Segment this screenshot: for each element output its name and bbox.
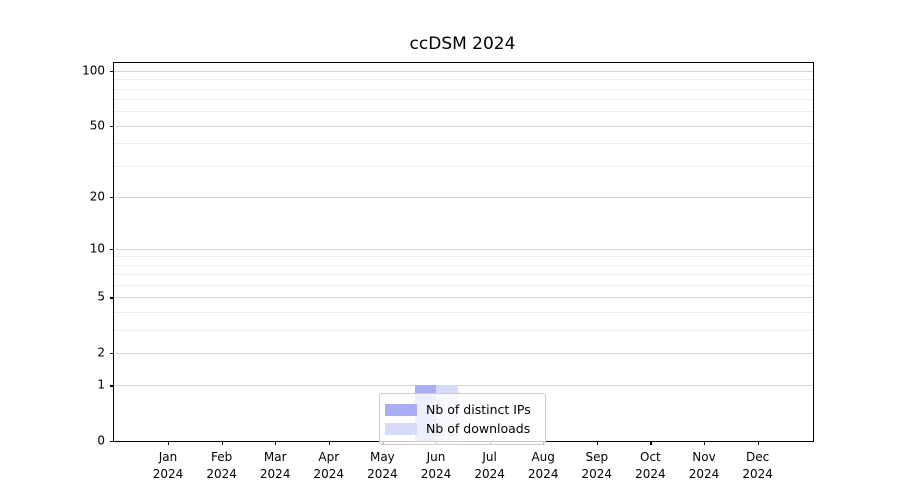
legend: Nb of distinct IPs Nb of downloads bbox=[379, 393, 546, 445]
x-tick-mark bbox=[757, 441, 759, 445]
minor-gridline bbox=[114, 165, 813, 167]
legend-swatch-downloads bbox=[385, 422, 417, 435]
minor-gridline bbox=[114, 274, 813, 276]
y-tick-label: 100 bbox=[82, 63, 105, 78]
y-tick-label: 50 bbox=[89, 118, 105, 133]
x-tick-mark bbox=[328, 441, 331, 445]
major-gridline bbox=[114, 248, 813, 250]
legend-label-distinct-ips: Nb of distinct IPs bbox=[426, 402, 531, 417]
x-tick-mark bbox=[168, 441, 170, 445]
x-tick-label: Oct 2024 bbox=[635, 450, 666, 482]
y-tick-mark bbox=[110, 385, 114, 387]
y-tick-mark bbox=[110, 71, 114, 73]
major-gridline bbox=[114, 352, 813, 354]
y-tick-mark bbox=[110, 196, 114, 199]
major-gridline bbox=[114, 71, 813, 72]
x-tick-label: Jun 2024 bbox=[420, 450, 452, 482]
minor-gridline bbox=[114, 256, 813, 258]
x-tick-mark bbox=[704, 441, 706, 445]
plot-area: 0 1 2 5 10 20 50 100 Jan 2024 Feb 2024 Mar 2024 Apr 20… bbox=[82, 62, 814, 481]
minor-gridline bbox=[114, 329, 813, 331]
y-tick-label: 0 bbox=[97, 433, 105, 448]
legend-item-downloads: Nb of downloads bbox=[385, 419, 537, 438]
y-tick-mark bbox=[110, 248, 114, 251]
legend-swatch-distinct-ips bbox=[385, 403, 417, 416]
minor-gridline bbox=[114, 143, 813, 145]
minor-gridline bbox=[114, 311, 813, 313]
x-tick-label: Mar 2024 bbox=[259, 450, 291, 482]
minor-gridline bbox=[114, 99, 813, 101]
minor-gridline bbox=[114, 79, 813, 81]
y-tick-label: 2 bbox=[97, 345, 105, 360]
x-tick-label: Nov 2024 bbox=[688, 450, 720, 482]
legend-label-downloads: Nb of downloads bbox=[426, 421, 531, 436]
legend-item-distinct-ips: Nb of distinct IPs bbox=[385, 400, 537, 419]
x-tick-label: Jan 2024 bbox=[152, 450, 184, 482]
x-tick-label: Jul 2024 bbox=[474, 450, 505, 482]
x-tick-mark bbox=[650, 441, 652, 445]
y-tick-mark bbox=[110, 297, 114, 299]
major-gridline bbox=[114, 196, 813, 198]
x-tick-label: Feb 2024 bbox=[206, 450, 237, 482]
minor-gridline bbox=[114, 111, 813, 113]
y-tick-mark bbox=[110, 441, 114, 443]
y-tick-label: 1 bbox=[97, 378, 105, 393]
y-tick-mark bbox=[110, 352, 114, 355]
minor-gridline bbox=[114, 264, 813, 266]
x-tick-label: May 2024 bbox=[367, 450, 398, 482]
y-tick-label: 20 bbox=[89, 189, 105, 204]
major-gridline bbox=[114, 125, 813, 127]
x-tick-label: Apr 2024 bbox=[313, 450, 345, 482]
x-tick-mark bbox=[275, 441, 277, 445]
x-tick-label: Aug 2024 bbox=[527, 450, 559, 482]
y-tick-mark bbox=[110, 125, 114, 128]
chart-title: ccDSM 2024 bbox=[409, 34, 516, 54]
major-gridline bbox=[114, 297, 813, 299]
y-tick-label: 5 bbox=[97, 290, 105, 305]
y-tick-label: 10 bbox=[89, 241, 105, 256]
x-tick-mark bbox=[221, 441, 223, 445]
major-gridline bbox=[114, 385, 813, 387]
minor-gridline bbox=[114, 284, 813, 286]
x-tick-label: Sep 2024 bbox=[581, 450, 613, 482]
x-tick-mark bbox=[596, 441, 599, 445]
minor-gridline bbox=[114, 88, 813, 90]
x-tick-label: Dec 2024 bbox=[742, 450, 773, 482]
